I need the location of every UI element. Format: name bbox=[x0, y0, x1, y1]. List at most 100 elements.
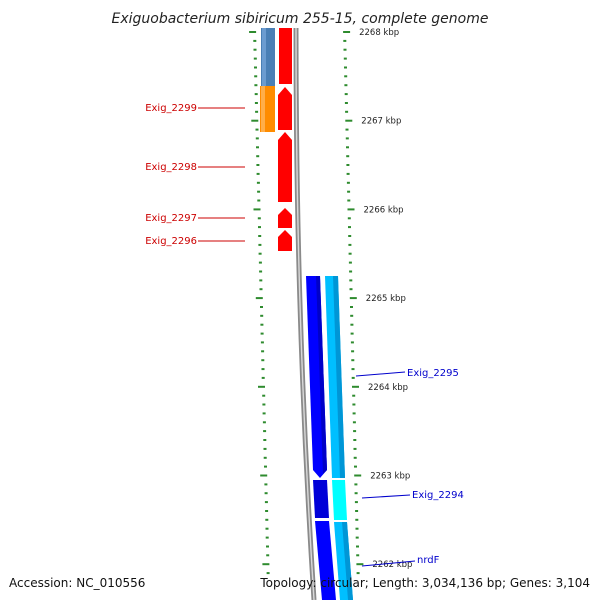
minor-tick-mark bbox=[261, 368, 265, 371]
minor-tick-mark bbox=[258, 235, 262, 237]
minor-tick-mark bbox=[260, 306, 263, 308]
tick-label: 2262 kbp bbox=[372, 560, 412, 570]
red-gene-top bbox=[279, 28, 292, 84]
minor-tick-mark bbox=[256, 155, 260, 158]
minor-tick-mark bbox=[348, 261, 352, 264]
minor-tick-mark bbox=[348, 235, 352, 237]
minor-tick-mark bbox=[262, 403, 266, 406]
blue-gene-nrdf bbox=[315, 521, 336, 600]
genome-backbone-inner bbox=[295, 27, 315, 600]
minor-tick-mark bbox=[354, 465, 357, 468]
right-track bbox=[306, 276, 353, 600]
minor-tick-mark bbox=[266, 545, 269, 548]
gene-label-exig-2299[interactable]: Exig_2299 bbox=[145, 103, 197, 114]
minor-tick-mark bbox=[266, 572, 270, 575]
minor-tick-mark bbox=[351, 368, 355, 371]
orange-feature-highlight bbox=[261, 86, 265, 132]
gene-label-exig-2295[interactable]: Exig_2295 bbox=[407, 368, 459, 379]
minor-tick-mark bbox=[346, 164, 350, 166]
minor-tick-mark bbox=[350, 332, 354, 335]
minor-tick-mark bbox=[346, 155, 350, 158]
minor-tick-mark bbox=[265, 527, 269, 530]
minor-tick-mark bbox=[352, 403, 356, 406]
minor-tick-mark bbox=[353, 447, 357, 450]
minor-tick-mark bbox=[255, 137, 259, 140]
minor-tick-mark bbox=[260, 341, 264, 344]
minor-tick-mark bbox=[256, 181, 260, 184]
minor-tick-mark bbox=[346, 172, 350, 175]
minor-tick-mark bbox=[258, 261, 262, 264]
minor-tick-mark bbox=[348, 243, 352, 246]
major-tick-mark bbox=[260, 474, 268, 477]
minor-tick-mark bbox=[351, 376, 355, 379]
minor-tick-mark bbox=[257, 199, 261, 202]
minor-tick-mark bbox=[350, 323, 354, 326]
minor-tick-mark bbox=[258, 252, 262, 255]
minor-tick-mark bbox=[259, 270, 263, 273]
tick-label: 2264 kbp bbox=[368, 383, 408, 393]
minor-tick-mark bbox=[265, 510, 269, 512]
left-track bbox=[260, 28, 292, 251]
major-tick-mark bbox=[356, 563, 364, 566]
gene-label-exig-2297[interactable]: Exig_2297 bbox=[145, 213, 197, 224]
leader-exig-2294 bbox=[361, 494, 411, 499]
tick-label: 2265 kbp bbox=[366, 294, 406, 304]
minor-tick-mark bbox=[354, 483, 358, 486]
minor-tick-mark bbox=[346, 146, 349, 149]
major-ticks: 2268 kbp 2267 kbp 2266 kbp 2265 kbp 2264 kbp… bbox=[359, 28, 412, 570]
minor-tick-mark bbox=[350, 314, 354, 317]
minor-tick-mark bbox=[346, 181, 350, 184]
major-tick-mark bbox=[349, 297, 357, 300]
minor-tick-mark bbox=[264, 465, 267, 468]
minor-tick-mark bbox=[257, 217, 261, 220]
minor-tick-mark bbox=[263, 456, 267, 459]
minor-tick-mark bbox=[353, 439, 357, 441]
minor-tick-mark bbox=[355, 518, 359, 521]
red-gene-exig-2296 bbox=[278, 230, 292, 251]
blue-gene-exig-2295-shade bbox=[316, 276, 327, 474]
minor-tick-mark bbox=[254, 66, 257, 69]
minor-tick-mark bbox=[254, 102, 258, 104]
minor-tick-mark bbox=[345, 110, 349, 113]
gene-label-exig-2298[interactable]: Exig_2298 bbox=[145, 162, 197, 173]
minor-tick-mark bbox=[344, 102, 348, 104]
gene-label-exig-2294[interactable]: Exig_2294 bbox=[412, 490, 464, 501]
minor-tick-mark bbox=[259, 288, 263, 291]
minor-tick-mark bbox=[343, 48, 347, 51]
minor-tick-mark bbox=[262, 421, 266, 424]
minor-tick-mark bbox=[256, 164, 260, 166]
minor-tick-mark bbox=[259, 279, 263, 282]
major-tick-mark bbox=[258, 385, 265, 388]
minor-tick-mark bbox=[349, 288, 353, 291]
minor-tick-mark bbox=[344, 93, 348, 96]
minor-tick-mark bbox=[353, 456, 357, 459]
minor-tick-mark bbox=[266, 554, 270, 557]
minor-tick-mark bbox=[263, 439, 267, 441]
minor-tick-mark bbox=[260, 314, 264, 317]
minor-tick-mark bbox=[265, 518, 269, 521]
minor-tick-mark bbox=[345, 137, 349, 140]
minor-tick-mark bbox=[260, 332, 264, 335]
tick-label: 2267 kbp bbox=[361, 117, 401, 127]
red-gene-exig-2298 bbox=[278, 132, 292, 202]
gene-label-exig-2296[interactable]: Exig_2296 bbox=[145, 236, 197, 247]
minor-tick-mark bbox=[256, 172, 260, 175]
minor-tick-mark bbox=[264, 483, 268, 486]
gene-label-nrdf[interactable]: nrdF bbox=[417, 555, 440, 566]
minor-tick-mark bbox=[260, 323, 264, 326]
tick-label: 2266 kbp bbox=[364, 205, 404, 215]
minor-tick-mark bbox=[258, 226, 261, 229]
major-tick-mark bbox=[249, 31, 257, 33]
topology-text: Topology: circular; Length: 3,034,136 bp… bbox=[259, 576, 590, 590]
minor-tick-mark bbox=[350, 306, 353, 308]
minor-tick-mark bbox=[348, 226, 351, 229]
minor-tick-mark bbox=[348, 252, 352, 255]
minor-tick-mark bbox=[347, 190, 351, 193]
minor-ticks bbox=[249, 31, 364, 575]
minor-tick-mark bbox=[349, 279, 353, 282]
minor-tick-mark bbox=[350, 341, 354, 344]
minor-tick-mark bbox=[349, 270, 353, 273]
red-gene-exig-2299 bbox=[278, 87, 292, 130]
minor-tick-mark bbox=[255, 110, 259, 113]
